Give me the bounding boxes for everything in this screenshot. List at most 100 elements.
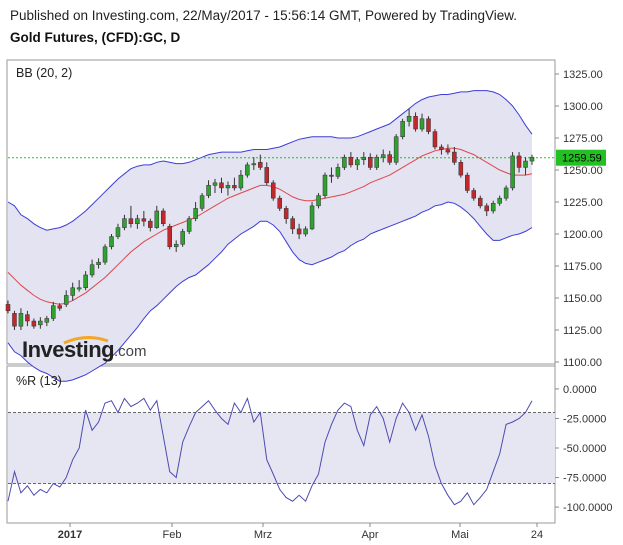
candle-body [374,156,379,168]
candle-body [406,115,412,122]
candle-body [57,305,63,309]
candle-body [25,314,30,322]
logo-swoosh-icon [63,336,109,345]
candle [38,317,43,329]
candle-body [83,274,88,289]
candle-body [167,226,172,248]
candle [342,154,347,170]
candle [258,154,263,170]
candle-body [497,197,502,204]
candle [413,112,418,132]
candle-body [426,118,431,132]
candle [497,195,502,206]
candle [445,144,451,155]
bb-pane-label: BB (20, 2) [16,66,72,80]
price-tick-label: 1250.00 [563,165,603,177]
candle-body [96,261,101,265]
candle-body [283,208,289,219]
candle [355,157,360,170]
candle-body [290,218,295,230]
candle [193,202,198,222]
wr-tick-label: -25.0000 [563,413,606,425]
candle [393,134,399,165]
candle-body [329,174,334,177]
price-tick-label: 1325.00 [563,69,603,81]
logo-domain: .com [114,343,147,360]
candle-body [393,136,399,163]
last-price-label: 1259.59 [562,153,602,165]
candle-body [529,156,535,162]
wr-layer [7,396,555,506]
candle [303,226,308,237]
candle [316,193,321,209]
candle-body [471,190,477,199]
candle [510,152,515,191]
candle-body [5,304,11,312]
wr-tick-label: -50.0000 [563,443,606,455]
candle-body [186,218,192,232]
candle [173,240,179,252]
bb-fill-area [8,90,532,382]
wr-band-fill [8,412,555,484]
candle [322,172,328,199]
candle [361,152,367,165]
candle [167,223,172,250]
candle [387,150,392,165]
candle [96,258,101,269]
candle-body [232,185,237,189]
wr-tick-label: 0.0000 [563,384,597,396]
candle-body [445,149,451,153]
candle [296,223,302,240]
candle-body [296,228,302,235]
candle [57,303,63,311]
candle [199,193,205,211]
candle [400,118,405,140]
candle [452,146,457,165]
candle-body [270,182,276,199]
x-tick-label: Mrz [254,529,272,541]
candle-body [251,163,257,166]
candle-body [458,162,464,176]
candle [245,162,250,178]
candle-body [109,236,114,248]
price-tick-label: 1300.00 [563,101,603,113]
price-tick-label: 1150.00 [563,293,602,305]
candle [89,259,95,278]
candle [83,271,88,291]
candle [70,282,75,301]
candle [219,177,224,194]
candle-body [413,115,418,130]
candle [484,203,489,217]
candle-body [31,320,37,327]
candle-body [193,208,198,219]
candle-body [18,313,24,327]
candle [465,172,470,194]
wr-line [7,396,533,506]
candle [426,116,431,135]
x-tick-label: 24 [531,529,543,541]
price-tick-label: 1200.00 [563,229,603,241]
candle-body [206,185,211,196]
candle [503,185,509,201]
symbol-title: Gold Futures, (CFD):GC, D [10,30,181,45]
x-tick-label: Feb [163,529,182,541]
bb-lower-line [7,201,533,382]
candle [232,177,237,191]
candle [406,108,412,127]
candle-body [439,146,444,150]
candle [206,180,211,199]
candle-body [212,182,218,186]
candle-body [477,197,483,207]
candle-body [135,218,140,225]
wr-tick-label: -75.0000 [563,473,606,485]
candle [135,214,140,229]
candle-body [348,156,354,166]
candle-body [154,210,160,228]
candle [490,200,496,214]
candle [154,205,160,229]
candle-body [316,195,321,207]
candle-body [322,174,328,196]
price-tick-label: 1175.00 [563,261,602,273]
candle-body [51,305,56,319]
